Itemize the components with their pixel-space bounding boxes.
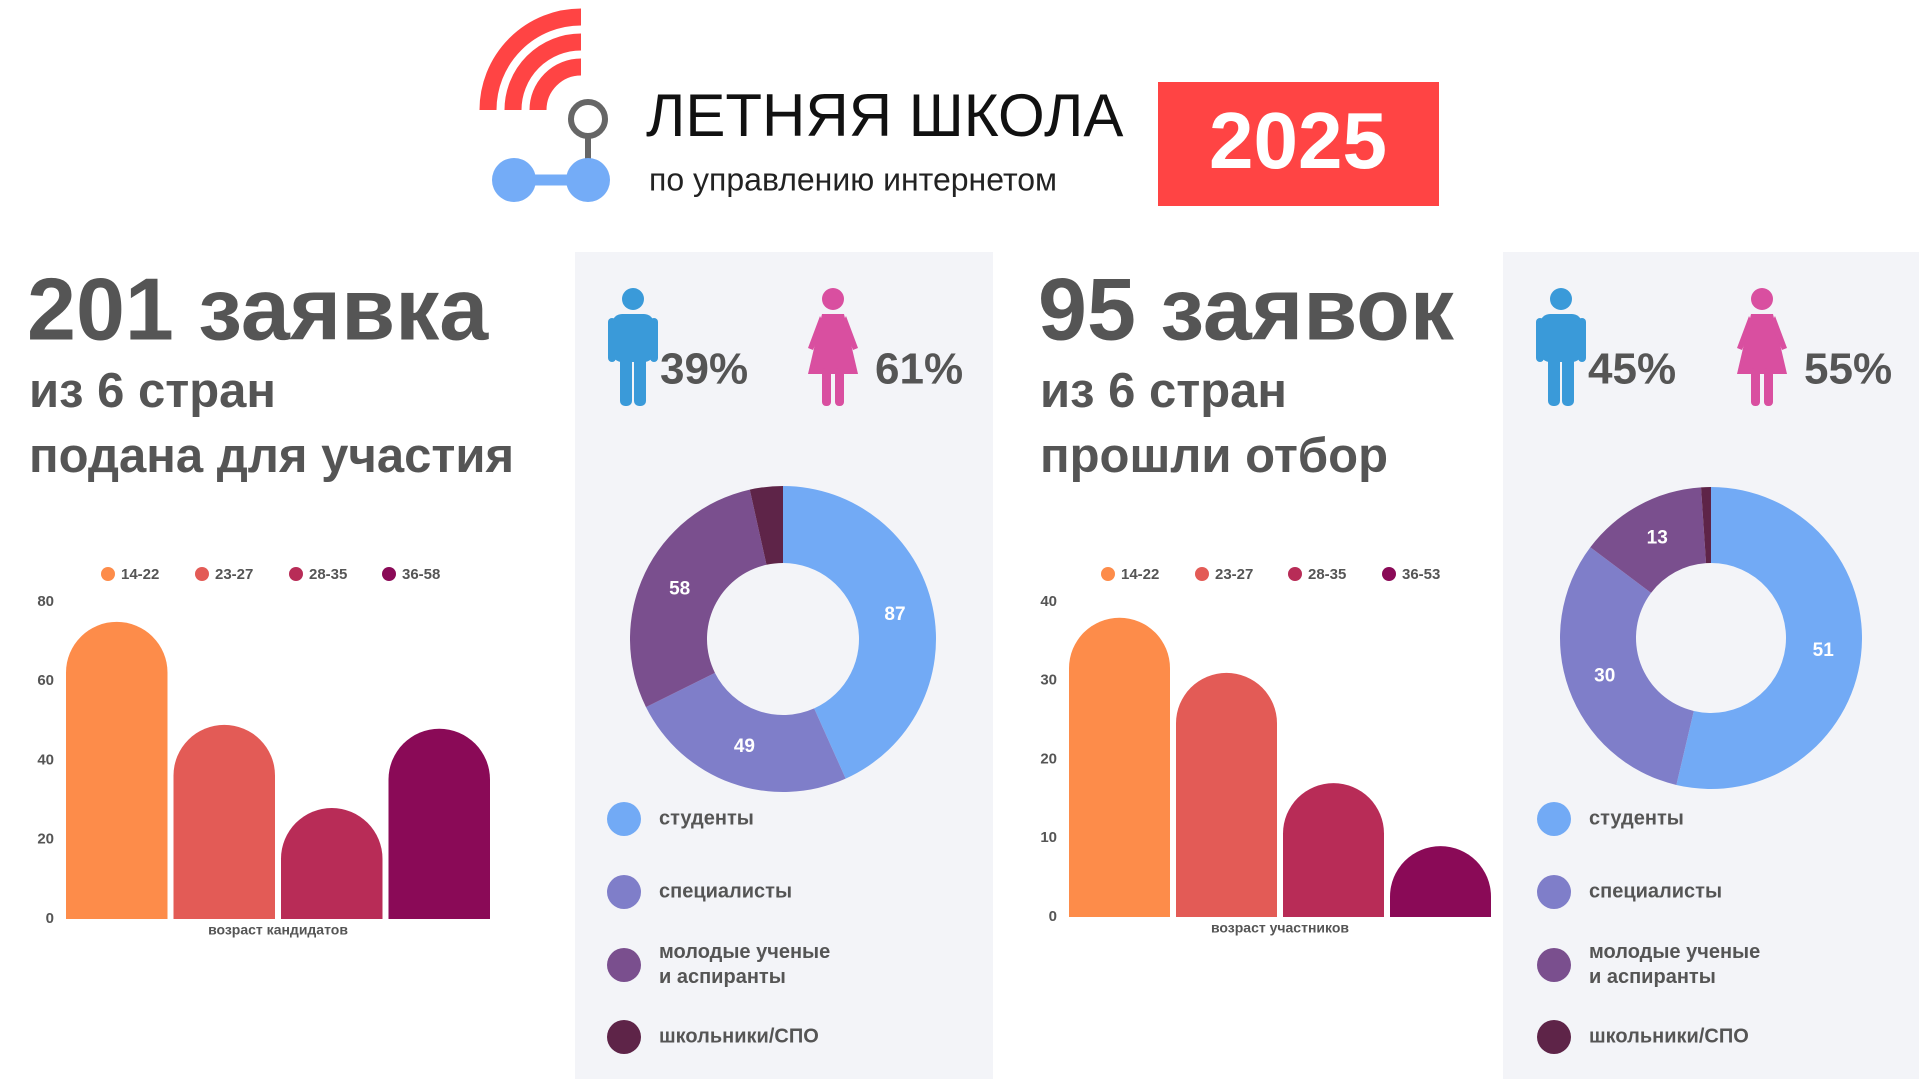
bar [388, 728, 490, 919]
slice-label: 30 [1594, 665, 1615, 686]
bar [281, 808, 383, 919]
y-tick-label: 40 [37, 751, 54, 768]
legend-label: 23-27 [215, 566, 253, 583]
legend-label: 14-22 [121, 566, 159, 583]
subline: прошли отбор [1040, 429, 1388, 483]
slice-label: 51 [1813, 640, 1835, 661]
x-axis-label: возраст кандидатов [208, 922, 348, 938]
y-tick-label: 20 [1040, 750, 1057, 767]
subline: из 6 стран [29, 364, 276, 418]
legend-dot [101, 567, 115, 581]
donut-slice [1560, 547, 1694, 785]
legend-label: 36-58 [402, 566, 440, 583]
bar [1390, 846, 1491, 917]
subline: из 6 стран [1040, 364, 1287, 418]
legend-dot [382, 567, 396, 581]
legend-dot [1382, 567, 1396, 581]
header-subtitle: по управлению интернетом [649, 161, 1057, 197]
legend-dot [1195, 567, 1209, 581]
x-axis-label: возраст участников [1211, 920, 1349, 936]
legend-label: 23-27 [1215, 566, 1253, 583]
headline: 95 заявок [1038, 259, 1455, 358]
year: 2025 [1209, 96, 1387, 185]
legend-label: молодые ученые и аспиранты [659, 941, 830, 988]
legend-label: студенты [1589, 807, 1684, 829]
donut-slice [749, 486, 783, 565]
legend-label: 36-53 [1402, 566, 1440, 583]
y-tick-label: 30 [1040, 672, 1057, 689]
slice-label: 58 [669, 579, 690, 600]
bar [1176, 672, 1277, 917]
legend-label: специалисты [1589, 880, 1722, 902]
donut-slice [1676, 487, 1862, 789]
bar [173, 724, 275, 919]
legend-label: студенты [659, 807, 754, 829]
legend-label: школьники/СПО [1589, 1025, 1749, 1047]
bar [1069, 617, 1170, 917]
female-share: 61% [875, 345, 963, 394]
legend-label: 28-35 [309, 566, 347, 583]
headline: 201 заявка [27, 259, 489, 358]
legend-label: 14-22 [1121, 566, 1159, 583]
legend-dot [607, 875, 641, 909]
legend-dot [607, 1020, 641, 1054]
legend-label: молодые ученые и аспиранты [1589, 941, 1760, 988]
y-tick-label: 0 [1049, 908, 1057, 925]
year-box [1158, 82, 1439, 206]
y-tick-label: 20 [37, 831, 54, 848]
donut-slice [1701, 487, 1711, 564]
legend-dot [1537, 802, 1571, 836]
legend-dot [1101, 567, 1115, 581]
male-share: 39% [660, 345, 748, 394]
y-tick-label: 10 [1040, 829, 1057, 846]
y-tick-label: 60 [37, 672, 54, 689]
legend-dot [1537, 948, 1571, 982]
legend-dot [1537, 1020, 1571, 1054]
subline: подана для участия [29, 429, 514, 483]
legend-label: 28-35 [1308, 566, 1346, 583]
bar [66, 621, 168, 919]
donut-slice [1590, 487, 1707, 593]
legend-dot [1288, 567, 1302, 581]
legend-dot [1537, 875, 1571, 909]
logo [479, 8, 610, 202]
slice-label: 87 [884, 604, 905, 625]
slice-label: 49 [734, 736, 755, 757]
donut-slice [783, 486, 937, 779]
legend-dot [289, 567, 303, 581]
legend-label: школьники/СПО [659, 1025, 819, 1047]
female-share: 55% [1804, 345, 1892, 394]
legend-dot [607, 802, 641, 836]
y-tick-label: 40 [1040, 593, 1057, 610]
header-title: ЛЕТНЯЯ ШКОЛА [646, 82, 1123, 149]
y-tick-label: 0 [46, 910, 54, 927]
donut-slice [630, 489, 767, 708]
legend-label: специалисты [659, 880, 792, 902]
slice-label: 13 [1647, 528, 1668, 549]
donut-slice [645, 672, 846, 793]
male-share: 45% [1588, 345, 1676, 394]
bar [1283, 783, 1384, 917]
y-tick-label: 80 [37, 593, 54, 610]
legend-dot [607, 948, 641, 982]
legend-dot [195, 567, 209, 581]
